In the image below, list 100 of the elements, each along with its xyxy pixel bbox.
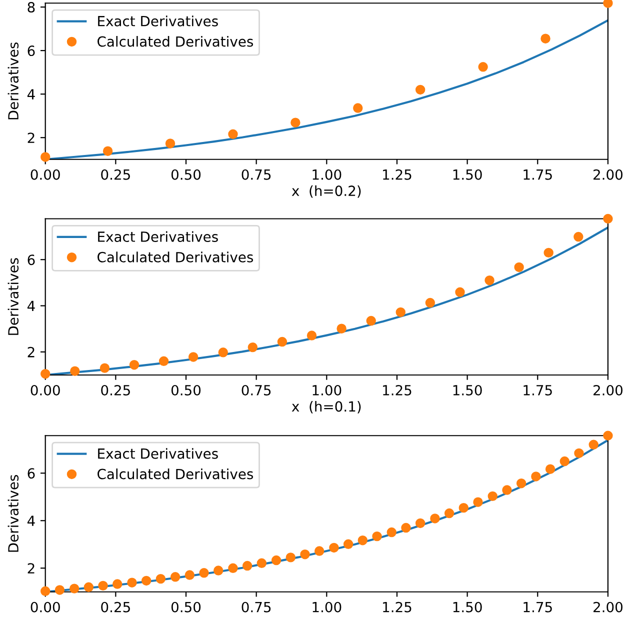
- y-tick-label: 6: [28, 254, 35, 266]
- point: [188, 352, 198, 362]
- x-tick-label: 2.00: [594, 169, 622, 180]
- point: [213, 566, 224, 576]
- x-tick-label: 0.75: [242, 169, 271, 180]
- point: [248, 342, 258, 352]
- point: [256, 558, 267, 568]
- point: [531, 472, 541, 482]
- point: [277, 336, 288, 347]
- point: [603, 430, 613, 440]
- point: [141, 576, 152, 586]
- point: [560, 456, 570, 466]
- point: [430, 514, 440, 524]
- point: [112, 579, 122, 589]
- y-tick-label: 6: [28, 46, 35, 56]
- x-tick-label: 1.50: [453, 384, 482, 396]
- x-tick-label: 2.00: [594, 384, 622, 396]
- x-tick-label: 0.25: [101, 384, 130, 396]
- y-tick-label: 8: [28, 2, 35, 13]
- point: [40, 586, 50, 596]
- y-axis-title: Derivatives: [8, 475, 19, 552]
- point: [199, 568, 209, 578]
- x-tick-label: 1.75: [524, 602, 552, 612]
- x-tick-label: 0.50: [171, 602, 201, 612]
- point: [455, 287, 465, 298]
- point: [358, 535, 368, 546]
- legend-label: Calculated Derivatives: [98, 468, 254, 480]
- point: [574, 232, 584, 242]
- point: [156, 574, 166, 584]
- y-tick-label: 4: [27, 89, 35, 100]
- point: [574, 448, 584, 458]
- y-axis-title: Derivatives: [8, 258, 19, 335]
- point: [425, 298, 436, 308]
- point: [444, 508, 454, 518]
- point: [127, 578, 137, 588]
- x-tick-label: 0.00: [30, 384, 60, 396]
- y-tick-label: 2: [28, 346, 34, 358]
- x-tick-label: 0.50: [171, 169, 201, 180]
- point: [54, 585, 65, 595]
- point: [484, 276, 494, 286]
- point: [588, 440, 598, 450]
- point: [353, 103, 363, 113]
- x-tick-label: 1.75: [524, 385, 552, 396]
- point: [84, 582, 94, 592]
- point: [366, 316, 376, 326]
- x-tick-label: 1.75: [524, 170, 552, 180]
- x-tick-label: 0.50: [171, 384, 201, 396]
- x-tick-label: 1.50: [453, 169, 482, 180]
- point: [516, 478, 526, 488]
- x-axis-title: x (h=0.1): [292, 400, 361, 414]
- point: [102, 146, 113, 156]
- point: [386, 527, 396, 538]
- point: [300, 549, 310, 560]
- x-tick-label: 0.75: [242, 602, 271, 612]
- point: [228, 129, 238, 139]
- x-tick-label: 1.00: [312, 169, 342, 180]
- point: [69, 584, 80, 594]
- y-tick-label: 6: [28, 468, 35, 479]
- legend-label: Calculated Derivatives: [98, 36, 254, 47]
- x-tick-label: 1.25: [383, 384, 412, 396]
- point: [40, 368, 50, 379]
- point: [458, 502, 469, 513]
- point: [184, 570, 195, 580]
- point: [478, 62, 488, 72]
- point: [329, 542, 339, 553]
- point: [158, 356, 169, 366]
- point: [286, 552, 296, 562]
- x-tick-label: 1.25: [383, 169, 412, 180]
- point: [514, 262, 524, 272]
- point: [372, 531, 382, 542]
- y-tick-label: 2: [28, 132, 34, 143]
- x-tick-label: 1.00: [312, 384, 342, 396]
- point: [343, 539, 354, 550]
- point: [242, 560, 252, 571]
- point: [544, 248, 554, 258]
- point: [401, 522, 411, 533]
- point: [40, 152, 50, 162]
- point: [290, 118, 300, 128]
- point: [502, 485, 512, 495]
- point: [488, 491, 498, 502]
- point: [228, 563, 238, 573]
- x-tick-label: 0.00: [30, 602, 60, 612]
- point: [603, 0, 613, 8]
- point: [70, 366, 80, 376]
- x-tick-label: 2.00: [594, 602, 622, 612]
- point: [540, 34, 550, 44]
- point: [306, 330, 317, 340]
- x-tick-label: 0.00: [30, 169, 60, 180]
- legend-label: Calculated Derivatives: [98, 252, 254, 262]
- x-tick-label: 0.25: [101, 602, 130, 612]
- point: [271, 555, 282, 566]
- x-axis-title: x (h=0.2): [292, 185, 361, 198]
- point: [396, 307, 406, 318]
- point: [165, 138, 176, 148]
- x-tick-label: 0.25: [101, 169, 130, 180]
- legend-label: Exact Derivatives: [98, 16, 218, 26]
- point: [129, 360, 140, 370]
- point: [314, 546, 324, 556]
- point: [545, 464, 556, 474]
- point: [415, 518, 426, 528]
